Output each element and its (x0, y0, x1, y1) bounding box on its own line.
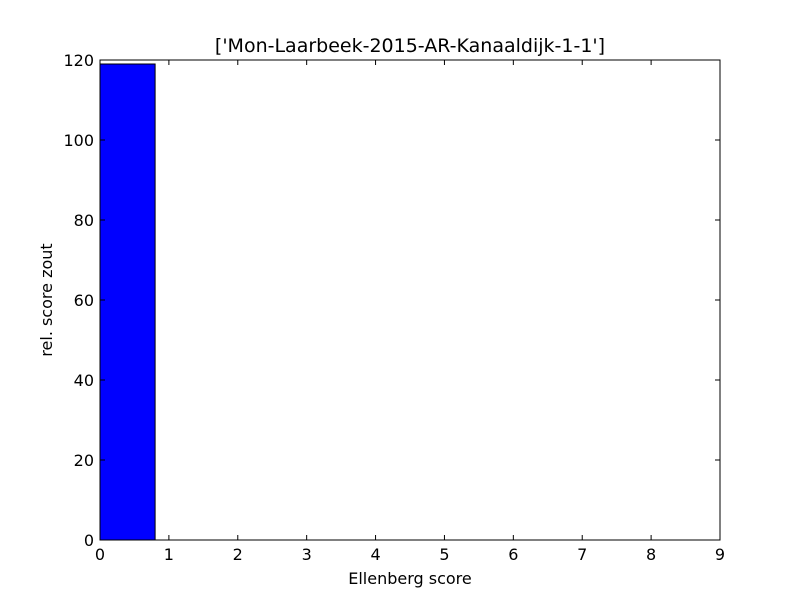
x-tick-label: 5 (439, 545, 449, 564)
y-axis: 0 20 40 60 80 100 120 (63, 51, 720, 550)
y-axis-title: rel. score zout (37, 243, 56, 356)
y-tick-label: 0 (84, 531, 94, 550)
y-tick-label: 120 (63, 51, 94, 70)
x-tick-label: 4 (370, 545, 380, 564)
x-tick-label: 1 (164, 545, 174, 564)
y-tick-label: 40 (74, 371, 94, 390)
x-tick-label: 6 (508, 545, 518, 564)
y-tick-label: 20 (74, 451, 94, 470)
y-tick-label: 80 (74, 211, 94, 230)
x-axis: 0 1 2 3 4 5 6 7 8 9 (95, 60, 725, 564)
x-tick-label: 2 (233, 545, 243, 564)
x-axis-title: Ellenberg score (348, 569, 472, 588)
x-tick-label: 8 (646, 545, 656, 564)
x-tick-label: 9 (715, 545, 725, 564)
bar (99, 63, 156, 541)
x-tick-label: 3 (302, 545, 312, 564)
y-tick-label: 60 (74, 291, 94, 310)
x-tick-label: 7 (577, 545, 587, 564)
bars (99, 63, 156, 541)
x-tick-label: 0 (95, 545, 105, 564)
chart-title: ['Mon-Laarbeek-2015-AR-Kanaaldijk-1-1'] (215, 35, 605, 57)
y-tick-label: 100 (63, 131, 94, 150)
